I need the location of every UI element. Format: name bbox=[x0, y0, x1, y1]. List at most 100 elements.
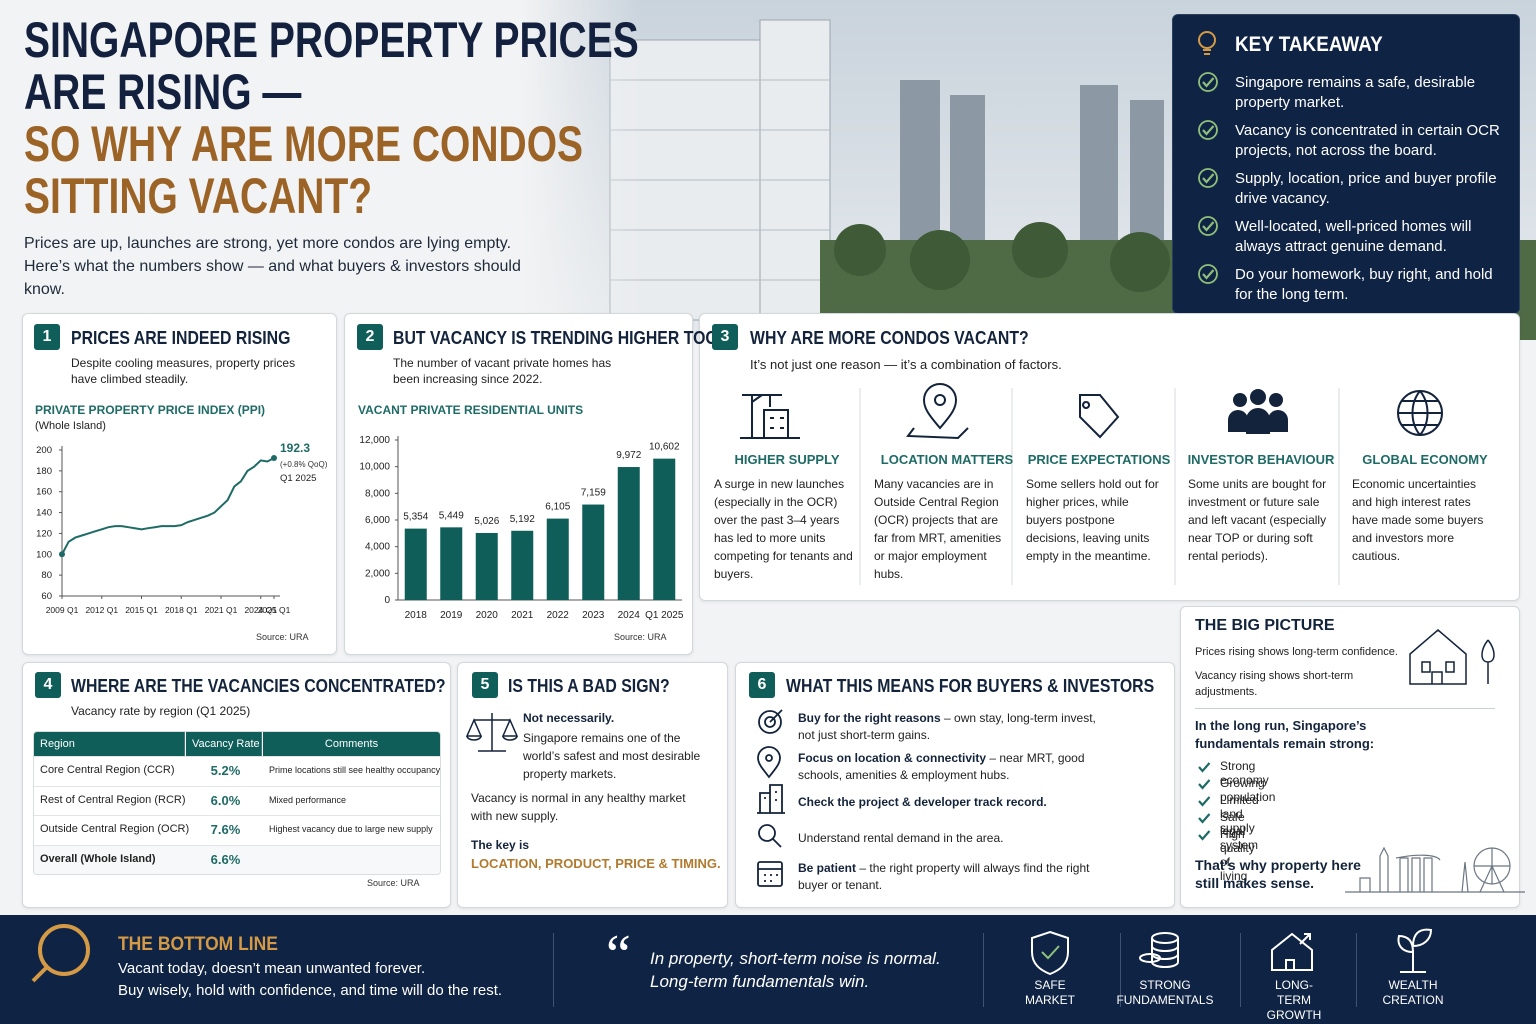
means-item: Check the project & developer track reco… bbox=[798, 794, 1098, 811]
table-cell: 6.0% bbox=[210, 792, 241, 808]
section-number: 6 bbox=[749, 672, 775, 698]
table-header: Vacancy Rate bbox=[186, 732, 262, 756]
chart-subtitle: (Whole Island) bbox=[35, 420, 106, 432]
bottom-line-text: Buy wisely, hold with confidence, and ti… bbox=[118, 982, 503, 999]
means-item-bold: Buy for the right reasons bbox=[798, 711, 941, 725]
means-item: Buy for the right reasons – own stay, lo… bbox=[798, 710, 1098, 744]
big-picture-item: Strong economy bbox=[1220, 759, 1269, 787]
table-cell: 6.6% bbox=[210, 851, 241, 867]
table-header: Comments bbox=[263, 732, 440, 756]
table-cell: 7.6% bbox=[210, 822, 241, 837]
means-item-bold: Focus on location & connectivity bbox=[798, 751, 987, 765]
section-title: PRICES ARE INDEED RISING bbox=[71, 328, 291, 348]
title-line: ARE RISING — bbox=[24, 64, 302, 120]
section-number: 1 bbox=[34, 324, 60, 350]
takeaway-item: Well-located, well-priced homes will alw… bbox=[1235, 218, 1472, 255]
quote-line: In property, short-term noise is normal. bbox=[650, 949, 941, 968]
section-title: WHAT THIS MEANS FOR BUYERS & INVESTORS bbox=[786, 676, 1155, 696]
quote-mark: “ bbox=[606, 924, 631, 986]
section-title: BUT VACANCY IS TRENDING HIGHER TOO bbox=[393, 328, 718, 348]
takeaway-item: Supply, location, price and buyer profil… bbox=[1235, 170, 1497, 207]
big-picture-item: High quality of living bbox=[1220, 827, 1255, 883]
divider bbox=[553, 933, 554, 1007]
big-picture-item: Safe legal system bbox=[1220, 810, 1259, 852]
bottom-line-title: THE BOTTOM LINE bbox=[118, 934, 278, 955]
section-number: 4 bbox=[35, 672, 61, 698]
takeaway-item: Do your homework, buy right, and hold fo… bbox=[1235, 266, 1493, 303]
bad-sign-text: Singapore remains one of the world’s saf… bbox=[523, 731, 701, 781]
badge-label: LONG-TERM GROWTH bbox=[1266, 978, 1322, 1022]
factor-title: PRICE EXPECTATIONS bbox=[1027, 452, 1171, 467]
table-cell: Prime locations still see healthy occupa… bbox=[269, 765, 441, 775]
table-cell: Core Central Region (CCR) bbox=[40, 764, 175, 776]
means-item-text: – near MRT, good schools, amenities & em… bbox=[798, 751, 1085, 782]
footer: THE BOTTOM LINE Vacant today, doesn’t me… bbox=[0, 915, 1536, 1024]
factor-title: LOCATION MATTERS bbox=[880, 452, 1014, 467]
table-cell: Highest vacancy due to large new supply bbox=[269, 824, 433, 834]
factor-title: INVESTOR BEHAVIOUR bbox=[1187, 452, 1335, 467]
divider bbox=[1356, 933, 1357, 1007]
takeaway-item: Vacancy is concentrated in certain OCR p… bbox=[1235, 122, 1500, 159]
bad-sign-lead: Not necessarily. bbox=[523, 711, 615, 725]
big-picture-item: Growing population bbox=[1220, 776, 1276, 804]
badge-label: STRONG FUNDAMENTALS bbox=[1116, 978, 1214, 1007]
section-subtitle: It’s not just one reason — it’s a combin… bbox=[750, 357, 1062, 372]
factor-text: Economic uncertainties and high interest… bbox=[1352, 477, 1484, 563]
table-row bbox=[34, 785, 440, 816]
section-title: WHERE ARE THE VACANCIES CONCENTRATED? bbox=[71, 676, 446, 696]
section-title: IS THIS A BAD SIGN? bbox=[508, 676, 670, 696]
subtitle: Prices are up, launches are strong, yet … bbox=[24, 235, 521, 298]
section-number: 2 bbox=[357, 324, 383, 350]
factor-text: Some units are bought for investment or … bbox=[1188, 477, 1327, 563]
factor-text: Many vacancies are in Outside Central Re… bbox=[874, 477, 1002, 581]
source: Source: URA bbox=[367, 878, 420, 888]
title-line: SO WHY ARE MORE CONDOS bbox=[24, 116, 584, 172]
means-item: Focus on location & connectivity – near … bbox=[798, 750, 1098, 784]
divider bbox=[1195, 708, 1495, 709]
means-item-bold: Check the project & developer track reco… bbox=[798, 795, 1047, 809]
section-title: WHY ARE MORE CONDOS VACANT? bbox=[750, 328, 1029, 348]
source: Source: URA bbox=[614, 632, 667, 642]
vacancy-table: Region Vacancy Rate Comments Core Central R… bbox=[33, 731, 441, 875]
table-row bbox=[34, 756, 440, 786]
takeaway-title: KEY TAKEAWAY bbox=[1235, 33, 1383, 56]
table-row bbox=[34, 815, 440, 845]
card-means bbox=[735, 662, 1175, 908]
section-text: The number of vacant private homes has b… bbox=[393, 356, 612, 386]
key-intro: The key is bbox=[471, 838, 530, 852]
source: Source: URA bbox=[256, 632, 309, 642]
quote-line: Long-term fundamentals win. bbox=[650, 972, 870, 991]
section-subtitle: Vacancy rate by region (Q1 2025) bbox=[71, 704, 251, 718]
table-cell: Rest of Central Region (RCR) bbox=[40, 793, 186, 806]
card-bad-sign bbox=[457, 662, 728, 908]
table-header: Region bbox=[34, 732, 185, 756]
means-item-bold: Be patient bbox=[798, 861, 857, 875]
title-line: SINGAPORE PROPERTY PRICES bbox=[24, 12, 639, 68]
big-picture-closing: That’s why property here still makes sen… bbox=[1195, 857, 1361, 891]
divider bbox=[1120, 933, 1121, 1007]
big-picture-title: THE BIG PICTURE bbox=[1195, 617, 1335, 634]
table-row bbox=[34, 844, 440, 874]
means-item: Be patient – the right property will alw… bbox=[798, 860, 1098, 894]
means-item: Understand rental demand in the area. bbox=[798, 830, 1098, 847]
bad-sign-note: Vacancy is normal in any healthy market … bbox=[471, 791, 686, 823]
section-number: 3 bbox=[712, 324, 738, 350]
divider bbox=[983, 933, 984, 1007]
big-picture-line: Prices rising shows long-term confidence… bbox=[1195, 646, 1398, 658]
table-cell: Outside Central Region (OCR) bbox=[40, 823, 190, 835]
title-line: SITTING VACANT? bbox=[24, 168, 373, 224]
section-number: 5 bbox=[472, 672, 498, 698]
table-cell: Mixed performance bbox=[269, 794, 347, 805]
factor-text: A surge in new launches (especially in t… bbox=[714, 477, 853, 581]
big-picture-item: Limited land supply bbox=[1220, 793, 1259, 835]
means-item-text: – the right property will always find th… bbox=[798, 861, 1090, 892]
means-item-text: Understand rental demand in the area. bbox=[798, 831, 1004, 845]
big-picture-lead: In the long run, Singapore’s fundamental… bbox=[1195, 718, 1375, 751]
factor-text: Some sellers hold out for higher prices,… bbox=[1026, 477, 1159, 563]
bottom-line-text: Vacant today, doesn’t mean unwanted fore… bbox=[118, 960, 426, 977]
badge-label: WEALTH CREATION bbox=[1382, 978, 1444, 1007]
takeaway-panel: KEY TAKEAWAY Singapore remains a safe, d… bbox=[1172, 14, 1520, 314]
chart-title: PRIVATE PROPERTY PRICE INDEX (PPI) bbox=[35, 403, 266, 417]
factor-title: GLOBAL ECONOMY bbox=[1362, 452, 1488, 467]
